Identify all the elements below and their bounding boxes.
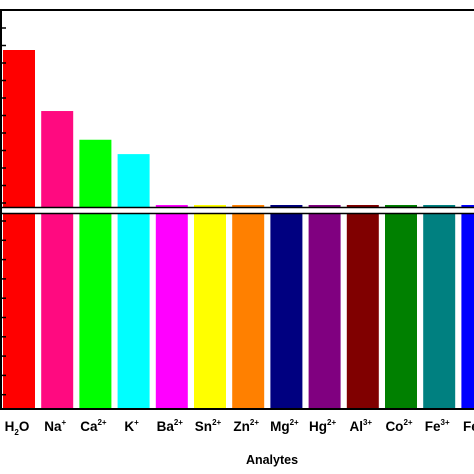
x-tick-label: Zn2+ — [233, 418, 259, 434]
x-tick-label: Sn2+ — [195, 418, 222, 434]
bar — [41, 111, 74, 207]
bar-lower — [232, 214, 265, 409]
x-tick-label: H2O — [5, 419, 30, 437]
bar-lower — [308, 214, 341, 409]
x-tick-label: Co2+ — [385, 418, 412, 434]
bar — [79, 139, 112, 207]
bar — [270, 205, 303, 207]
bar-lower — [117, 214, 150, 409]
bar-lower — [423, 214, 456, 409]
y-axis-ticks — [1, 27, 6, 396]
x-tick-label: K+ — [124, 418, 139, 434]
bar — [155, 205, 188, 207]
bar-lower — [41, 214, 74, 409]
x-axis-title: Analytes — [246, 453, 298, 467]
bar-lower — [79, 214, 112, 409]
bars-lower-segment — [3, 214, 474, 409]
bar — [385, 205, 417, 207]
bar-lower — [270, 214, 303, 409]
x-tick-label: Al3+ — [349, 418, 372, 434]
bar-lower — [194, 214, 226, 409]
x-tick-label: Mg2+ — [270, 418, 299, 434]
bar — [117, 154, 150, 207]
x-tick-label: Ba2+ — [157, 418, 184, 434]
x-tick-label: Na+ — [44, 418, 66, 434]
x-tick-labels: H2O Na+ Ca2+ K+ Ba2+ Sn2+ Zn2+ Mg2+ Hg2+ Al3+ Co2+… — [5, 418, 474, 437]
bar-lower — [385, 214, 417, 409]
bar — [461, 205, 474, 207]
bar-lower — [155, 214, 188, 409]
bar — [232, 205, 265, 207]
x-tick-label: Fe2+ — [463, 418, 474, 434]
bar — [194, 205, 226, 207]
bars-upper-segment — [3, 50, 474, 207]
bar — [308, 205, 341, 207]
bar-lower — [3, 214, 35, 409]
bar — [346, 205, 379, 207]
x-tick-label: Ca2+ — [80, 418, 107, 434]
bar — [3, 50, 35, 207]
bar — [423, 205, 456, 207]
bar-lower — [346, 214, 379, 409]
x-tick-label: Fe3+ — [425, 418, 450, 434]
axis-break-gap — [0, 207, 474, 214]
bar-lower — [461, 214, 474, 409]
x-tick-label: Hg2+ — [309, 418, 336, 434]
